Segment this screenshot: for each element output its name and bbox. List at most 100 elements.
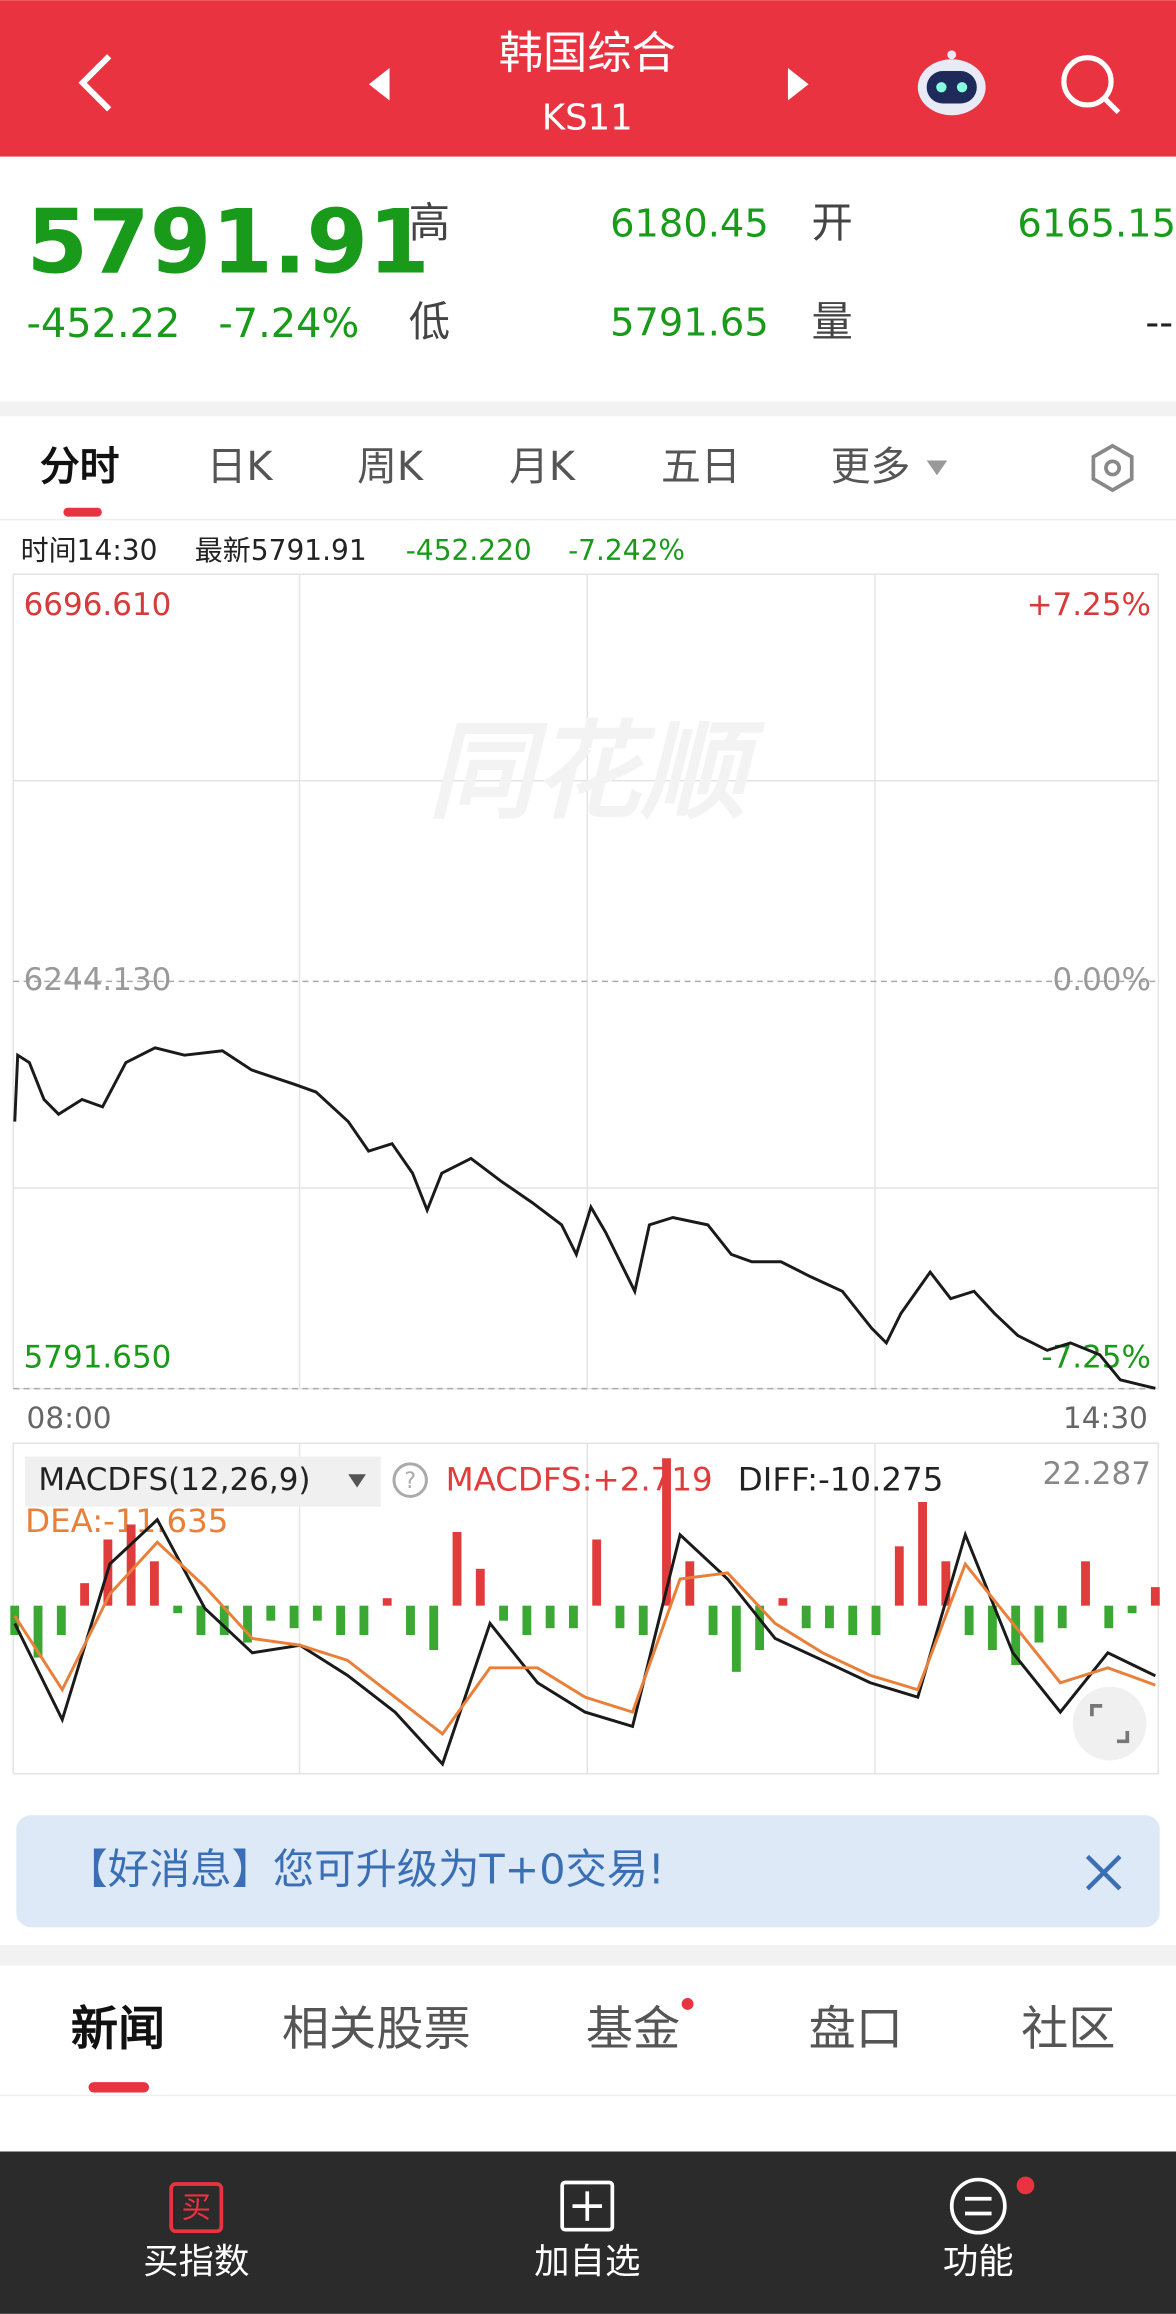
help-icon[interactable] bbox=[392, 1462, 428, 1498]
tab[interactable]: 五日 bbox=[661, 444, 741, 490]
tab-indicator bbox=[63, 507, 102, 517]
macd-bar bbox=[522, 1605, 532, 1636]
y-tick-label: 6696.610 bbox=[24, 587, 172, 623]
macd-bar bbox=[778, 1598, 788, 1606]
tab[interactable]: 更多 bbox=[831, 444, 911, 490]
label: 高 bbox=[409, 199, 450, 247]
macd-line bbox=[13, 1517, 1156, 1767]
buy-icon[interactable] bbox=[169, 2182, 224, 2234]
dropdown-arrow bbox=[348, 1474, 366, 1488]
macd-bar bbox=[568, 1605, 578, 1629]
macd-bar bbox=[126, 1524, 136, 1606]
prev-button[interactable] bbox=[368, 68, 390, 101]
macdfs-label: MACDFS:+2.719 bbox=[446, 1461, 713, 1499]
next-button[interactable] bbox=[787, 68, 809, 101]
value: 6165.15 bbox=[1017, 201, 1176, 246]
macd-bar bbox=[406, 1605, 415, 1636]
macd-bar bbox=[1081, 1561, 1090, 1606]
tab-indicator bbox=[88, 2082, 150, 2093]
info-time: 时间14:30 bbox=[21, 534, 158, 567]
back-button[interactable] bbox=[78, 54, 112, 112]
tab-bar: 分时 日K 周K 月K 五日 更多 bbox=[40, 444, 911, 490]
banner[interactable] bbox=[16, 1815, 1160, 1928]
bottom-label[interactable]: 加自选 bbox=[534, 2242, 640, 2283]
macd-bar bbox=[336, 1605, 346, 1636]
macd-bar bbox=[918, 1501, 927, 1606]
pct-label: -7.25% bbox=[1041, 1340, 1151, 1376]
indicator-name: MACDFS(12,26,9) bbox=[38, 1462, 310, 1498]
macd-bar bbox=[848, 1605, 858, 1636]
macd-bar bbox=[662, 1458, 671, 1606]
code: KS11 bbox=[542, 98, 633, 139]
indicator-select[interactable] bbox=[25, 1456, 381, 1507]
y-tick-label: 5791.650 bbox=[24, 1340, 172, 1376]
add-icon[interactable] bbox=[560, 2180, 615, 2232]
x-tick-label: 14:30 bbox=[1063, 1401, 1148, 1435]
tab[interactable]: 周K bbox=[357, 444, 424, 490]
macd-plot: 22.287 bbox=[10, 1456, 1160, 1767]
macd-bar bbox=[592, 1539, 602, 1606]
tab[interactable]: 分时 bbox=[40, 444, 120, 490]
label: 量 bbox=[812, 298, 853, 346]
notify-dot bbox=[1016, 2176, 1035, 2195]
macd-bar bbox=[10, 1605, 20, 1636]
expand-button[interactable] bbox=[1072, 1686, 1147, 1761]
macd-bar bbox=[987, 1605, 997, 1651]
settings-button[interactable] bbox=[1091, 443, 1134, 493]
tab[interactable]: 日K bbox=[207, 444, 274, 490]
macd-bar bbox=[894, 1546, 904, 1606]
macd-bar bbox=[289, 1605, 299, 1629]
diff-label: DIFF:-10.275 bbox=[738, 1461, 944, 1499]
macd-bar bbox=[708, 1605, 718, 1636]
label: 开 bbox=[812, 199, 853, 247]
divider bbox=[0, 401, 1176, 417]
search-button[interactable] bbox=[1061, 55, 1121, 115]
notify-dot bbox=[681, 1998, 694, 2010]
macd-bar bbox=[266, 1605, 276, 1621]
macd-bar bbox=[429, 1605, 439, 1651]
price-line bbox=[13, 1046, 1156, 1390]
dropdown-arrow bbox=[926, 460, 948, 476]
info-change-pct: -7.242% bbox=[568, 534, 685, 567]
macd-bar bbox=[1011, 1605, 1021, 1666]
macd-bar bbox=[56, 1605, 66, 1636]
macd-bar bbox=[871, 1605, 881, 1636]
news-tab[interactable]: 盘口 bbox=[809, 2002, 903, 2057]
news-tab[interactable]: 新闻 bbox=[71, 2002, 165, 2057]
robot-icon[interactable] bbox=[917, 50, 986, 116]
macd-bar bbox=[731, 1605, 741, 1672]
macd-bar bbox=[475, 1568, 485, 1606]
macd-bar bbox=[825, 1605, 834, 1629]
macd-bar bbox=[359, 1605, 369, 1636]
value: 5791.65 bbox=[610, 300, 769, 345]
help-icon-glyph: ? bbox=[404, 1468, 416, 1494]
macd-bar bbox=[499, 1605, 509, 1621]
info-latest: 最新5791.91 bbox=[195, 534, 367, 567]
title: 韩国综合 bbox=[499, 28, 676, 79]
macd-bar bbox=[452, 1531, 462, 1606]
macd-bar bbox=[243, 1605, 252, 1643]
close-button[interactable] bbox=[1085, 1854, 1122, 1891]
macd-line bbox=[13, 1540, 1156, 1737]
macd-bar bbox=[1127, 1605, 1137, 1614]
macd-bar bbox=[382, 1598, 392, 1606]
macd-bar bbox=[149, 1561, 159, 1606]
news-tab[interactable]: 社区 bbox=[1021, 2002, 1115, 2057]
macd-bar bbox=[1057, 1605, 1067, 1629]
buy-icon-glyph: 买 bbox=[181, 2191, 211, 2225]
tab[interactable]: 月K bbox=[509, 444, 576, 490]
macd-bar bbox=[1034, 1605, 1044, 1643]
news-tab[interactable]: 基金 bbox=[586, 2002, 680, 2057]
macd-bar bbox=[80, 1583, 90, 1606]
macd-bar bbox=[685, 1561, 695, 1606]
news-tab[interactable]: 相关股票 bbox=[282, 2002, 471, 2057]
y-tick-label: 22.287 bbox=[1043, 1456, 1151, 1492]
macd-bar bbox=[312, 1605, 322, 1621]
bottom-label[interactable]: 买指数 bbox=[143, 2242, 249, 2283]
bottom-label[interactable]: 功能 bbox=[943, 2242, 1014, 2283]
menu-icon[interactable] bbox=[949, 2177, 1007, 2235]
macd-bar bbox=[1104, 1605, 1114, 1629]
pct-label: 0.00% bbox=[1053, 962, 1151, 998]
